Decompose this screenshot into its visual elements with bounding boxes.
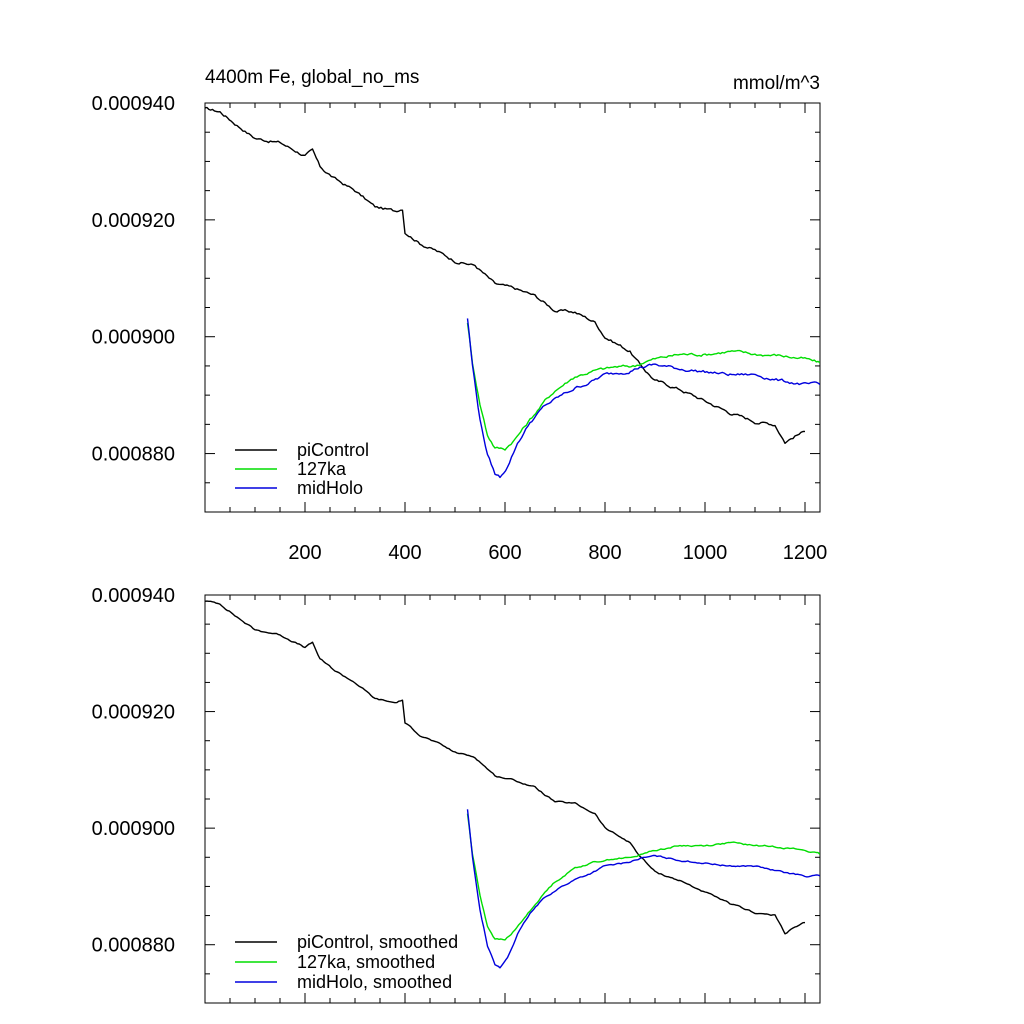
legend-label: piControl [297, 440, 369, 460]
legend-label: piControl, smoothed [297, 932, 458, 952]
legend-label: 127ka [297, 459, 347, 479]
y-tick-label: 0.000920 [92, 702, 175, 724]
bottom-panel: 0.000880 0.000900 0.000920 0.000940 piContro… [92, 585, 821, 1004]
series-line-midholo [466, 809, 820, 969]
x-tick-label: 1200 [783, 542, 828, 564]
y-tick-label: 0.000900 [92, 818, 175, 840]
x-tick-label: 200 [288, 542, 321, 564]
series-group [205, 600, 820, 969]
y-tick-label: 0.000920 [92, 210, 175, 232]
legend-label: 127ka, smoothed [297, 952, 435, 972]
units-label: mmol/m^3 [733, 73, 820, 94]
y-tick-label: 0.000940 [92, 585, 175, 607]
series-line-picontrol [205, 106, 806, 444]
x-tick-label: 600 [488, 542, 521, 564]
chart-title: 4400m Fe, global_no_ms [205, 67, 419, 88]
legend-label: midHolo [297, 478, 363, 498]
series-line-midholo [466, 318, 820, 479]
y-tick-label: 0.000880 [92, 935, 175, 957]
y-tick-label: 0.000880 [92, 444, 175, 466]
x-tick-label: 400 [388, 542, 421, 564]
y-tick-label: 0.000940 [92, 93, 175, 115]
legend-label: midHolo, smoothed [297, 972, 452, 992]
series-group [205, 106, 820, 479]
x-tick-label: 800 [588, 542, 621, 564]
series-line-127ka [466, 813, 820, 941]
series-line-127ka [466, 322, 820, 451]
y-tick-label: 0.000900 [92, 327, 175, 349]
top-panel: 0.000880 0.000900 0.000920 0.000940 200 400 60… [92, 67, 828, 564]
x-tick-label: 1000 [683, 542, 728, 564]
series-line-picontrol [205, 600, 806, 935]
